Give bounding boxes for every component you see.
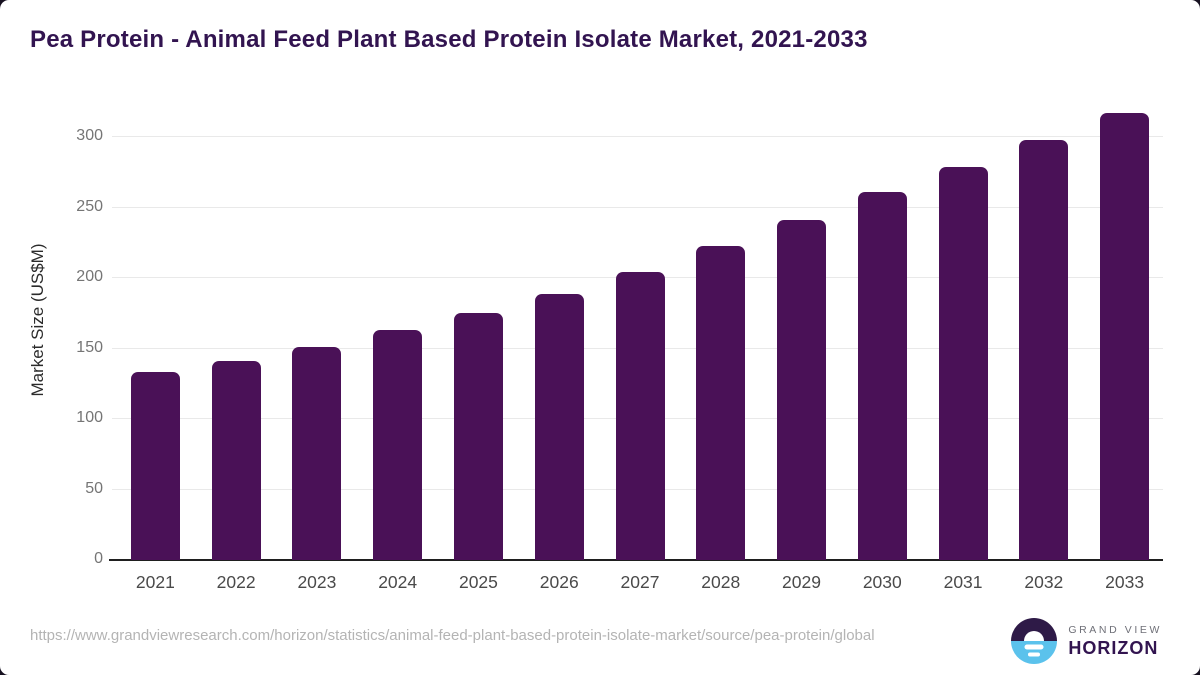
bar-2024	[373, 330, 423, 560]
x-tick-label-2027: 2027	[620, 572, 660, 592]
bar-2028	[696, 245, 746, 560]
bar-2030	[857, 192, 907, 560]
gridline-y250	[112, 206, 1163, 208]
logo-text: GRAND VIEW HORIZON	[1068, 624, 1162, 659]
x-axis-line	[109, 559, 1163, 561]
y-tick-label-300: 300	[76, 127, 103, 144]
bar-2033	[1100, 113, 1150, 560]
x-tick-label-2021: 2021	[135, 572, 175, 592]
y-tick-label-50: 50	[85, 479, 103, 497]
bar-2026	[534, 293, 584, 560]
bar-2021	[130, 372, 180, 560]
bar-2029	[777, 220, 827, 560]
x-tick-label-2024: 2024	[378, 572, 418, 592]
grand-view-horizon-logo: GRAND VIEW HORIZON	[1011, 618, 1162, 664]
bar-2032	[1019, 139, 1069, 560]
y-tick-label-250: 250	[76, 197, 103, 215]
bar-2022	[211, 361, 261, 560]
chart-title: Pea Protein - Animal Feed Plant Based Pr…	[30, 26, 868, 53]
y-axis-title: Market Size (US$M)	[28, 243, 47, 397]
x-tick-label-2022: 2022	[216, 572, 256, 592]
x-tick-label-2033: 2033	[1105, 572, 1145, 592]
x-tick-label-2028: 2028	[701, 572, 741, 592]
y-tick-label-150: 150	[76, 338, 103, 356]
bar-2027	[615, 272, 665, 560]
x-tick-label-2029: 2029	[782, 572, 821, 592]
bar-2031	[938, 166, 988, 560]
horizon-sun-icon	[1011, 618, 1058, 664]
x-tick-label-2032: 2032	[1024, 572, 1064, 592]
logo-grand-view-label: GRAND VIEW	[1068, 623, 1162, 636]
x-tick-label-2023: 2023	[297, 572, 337, 592]
y-tick-label-100: 100	[76, 409, 103, 426]
y-tick-label-0: 0	[94, 550, 103, 567]
bar-2023	[292, 347, 342, 560]
x-tick-label-2031: 2031	[943, 572, 983, 592]
x-tick-label-2025: 2025	[458, 572, 498, 592]
source-url: https://www.grandviewresearch.com/horizo…	[30, 627, 875, 644]
bar-2025	[453, 313, 503, 560]
x-tick-label-2026: 2026	[539, 572, 579, 592]
bar-chart-plot-area: 0 50 100 150 200 250 300 2021 2022 2023 2024 2025 20…	[76, 100, 1165, 592]
gridline-y300	[112, 136, 1163, 137]
y-tick-label-200: 200	[76, 268, 103, 285]
logo-horizon-label: HORIZON	[1068, 637, 1159, 658]
x-tick-label-2030: 2030	[862, 572, 902, 592]
